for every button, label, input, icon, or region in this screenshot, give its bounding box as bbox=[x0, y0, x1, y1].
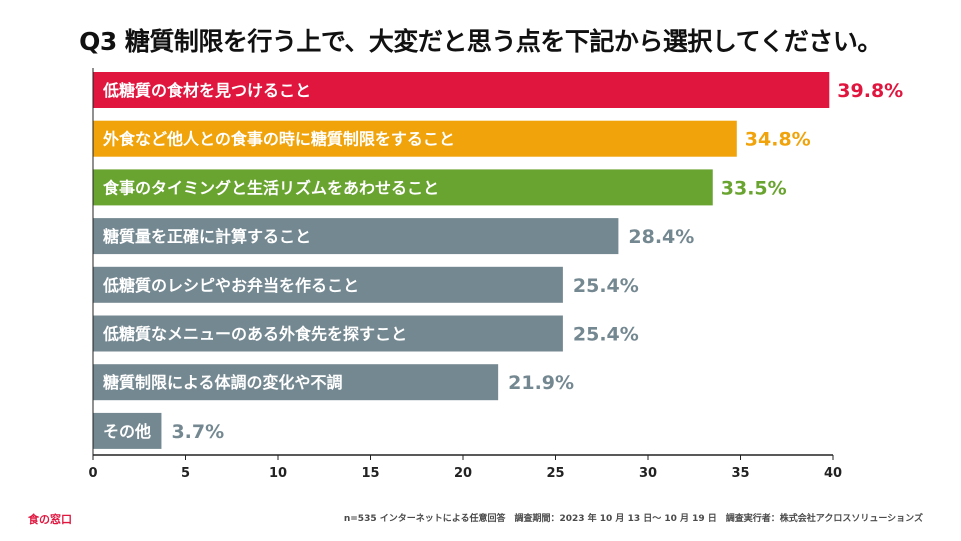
bar-value-label: 39.8% bbox=[837, 80, 903, 102]
chart-title: Q3 糖質制限を行う上で、大変だと思う点を下記から選択してください。 bbox=[79, 27, 882, 56]
bar-value-label: 25.4% bbox=[573, 324, 639, 346]
bar-8 bbox=[93, 412, 162, 449]
x-tick-label: 0 bbox=[88, 466, 97, 481]
bar-2 bbox=[93, 120, 737, 157]
bar-category-label: 低糖質のレシピやお弁当を作ること bbox=[102, 276, 359, 295]
x-tick-label: 10 bbox=[269, 466, 287, 481]
bar-1 bbox=[93, 72, 830, 108]
x-tick-label: 25 bbox=[546, 466, 564, 481]
bar-value-label: 34.8% bbox=[745, 129, 811, 151]
bar-value-label: 33.5% bbox=[721, 177, 787, 199]
x-tick-label: 40 bbox=[824, 466, 842, 481]
x-tick-label: 5 bbox=[181, 466, 190, 481]
bar-value-label: 28.4% bbox=[628, 226, 694, 248]
bar-category-label: 低糖質の食材を見つけること bbox=[102, 81, 311, 100]
bar-6 bbox=[93, 315, 563, 352]
x-tick-label: 30 bbox=[639, 466, 657, 481]
bar-7 bbox=[93, 364, 499, 401]
x-tick-label: 20 bbox=[454, 466, 472, 481]
bar-category-label: 食事のタイミングと生活リズムをあわせること bbox=[102, 178, 439, 197]
bar-3 bbox=[93, 169, 713, 206]
bar-value-label: 3.7% bbox=[171, 421, 224, 443]
bar-category-label: 糖質量を正確に計算すること bbox=[103, 227, 311, 246]
bar-value-label: 25.4% bbox=[573, 275, 639, 297]
survey-footnote: n=535 インターネットによる任意回答 調査期間：2023 年 10 月 13… bbox=[343, 514, 923, 524]
bar-category-label: その他 bbox=[103, 422, 151, 441]
brand-logo-text: 食の窓口 bbox=[28, 513, 72, 526]
bar-category-label: 低糖質なメニューのある外食先を探すこと bbox=[102, 325, 407, 344]
x-tick-label: 35 bbox=[731, 466, 749, 481]
bar-value-label: 21.9% bbox=[508, 372, 574, 394]
x-tick-label: 15 bbox=[361, 466, 379, 481]
bar-4 bbox=[93, 218, 619, 255]
bar-5 bbox=[93, 266, 563, 303]
bar-category-label: 糖質制限による体調の変化や不調 bbox=[103, 373, 343, 392]
bar-category-label: 外食など他人との食事の時に糖質制限をすること bbox=[102, 130, 455, 149]
